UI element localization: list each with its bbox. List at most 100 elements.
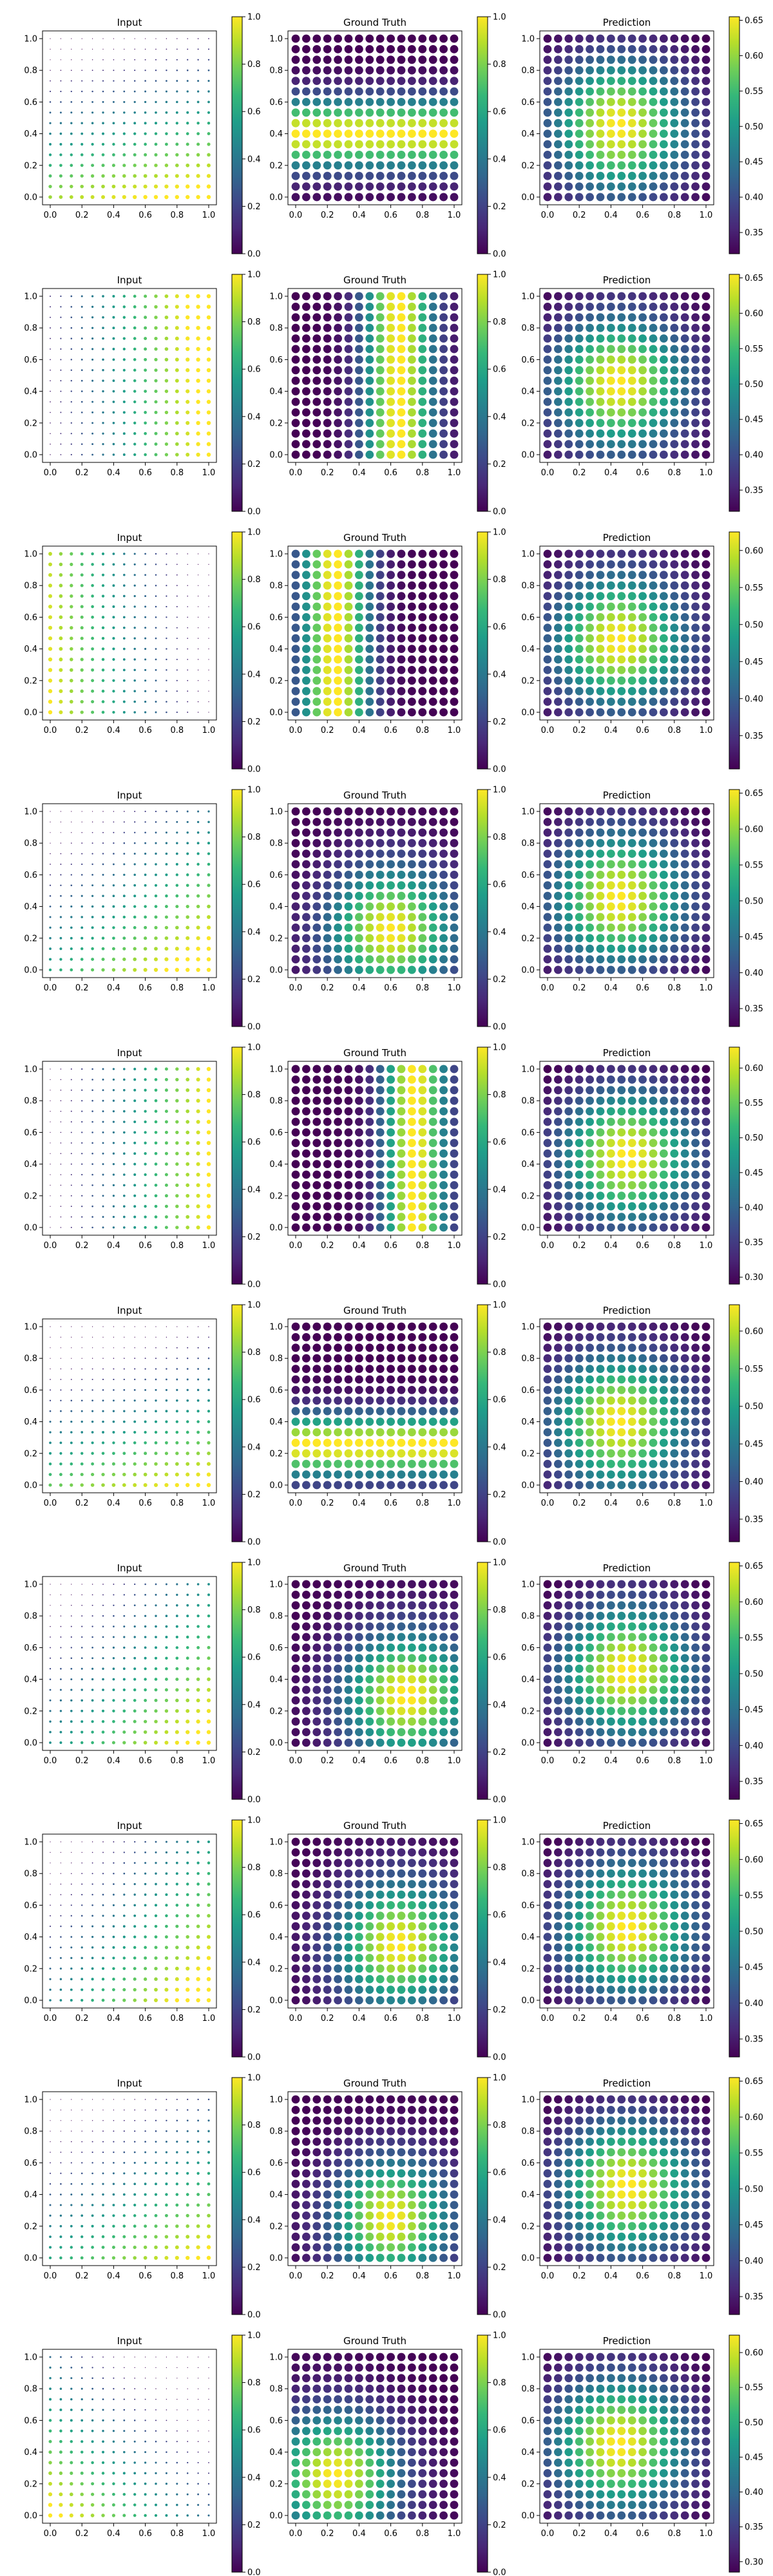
scatter-point	[586, 292, 594, 301]
scatter-point	[649, 193, 658, 202]
scatter-point	[365, 1128, 374, 1137]
scatter-point	[586, 334, 594, 343]
scatter-point	[543, 397, 552, 406]
scatter-point	[543, 450, 552, 459]
scatter-point	[101, 1452, 105, 1455]
scatter-point	[586, 193, 594, 202]
scatter-point	[408, 1170, 416, 1179]
scatter-point	[701, 129, 711, 138]
scatter-point	[701, 645, 711, 653]
scatter-point	[408, 345, 416, 354]
scatter-point	[91, 884, 94, 887]
scatter-point	[638, 355, 647, 364]
scatter-point	[81, 348, 83, 350]
scatter-point	[617, 1128, 626, 1137]
scatter-point	[133, 1399, 136, 1402]
colorbar-tick-label: 1.0	[247, 13, 261, 23]
scatter-point	[428, 376, 437, 385]
scatter-point	[670, 881, 679, 890]
scatter-point	[133, 936, 137, 940]
y-tick-label: 1.0	[269, 1065, 283, 1075]
scatter-point	[71, 842, 72, 844]
scatter-point	[133, 1205, 137, 1208]
scatter-point	[102, 348, 104, 350]
scatter-point	[418, 1117, 427, 1126]
scatter-point	[397, 708, 406, 717]
scatter-point	[575, 592, 584, 600]
scatter-point	[586, 313, 594, 322]
scatter-point	[91, 1163, 93, 1165]
scatter-point	[176, 574, 178, 576]
scatter-point	[186, 431, 190, 436]
scatter-point	[323, 1470, 332, 1479]
scatter-point	[575, 923, 584, 932]
scatter-point	[439, 1075, 448, 1084]
scatter-point	[196, 873, 200, 876]
x-tick-label: 0.8	[415, 726, 429, 735]
scatter-point	[291, 965, 300, 974]
scatter-point	[649, 645, 658, 653]
scatter-point	[691, 1075, 700, 1084]
scatter-point	[408, 687, 416, 696]
scatter-point	[187, 595, 188, 597]
scatter-point	[596, 376, 605, 385]
scatter-point	[186, 326, 190, 330]
scatter-point	[154, 1204, 158, 1208]
scatter-point	[312, 355, 321, 364]
scatter-point	[649, 45, 658, 53]
scatter-point	[680, 161, 689, 170]
x-tick-label: 0.4	[604, 726, 618, 735]
scatter-point	[397, 1075, 406, 1084]
scatter-point	[575, 151, 584, 159]
scatter-point	[450, 440, 459, 448]
scatter-point	[660, 129, 668, 138]
scatter-point	[670, 1075, 679, 1084]
scatter-point	[196, 1462, 200, 1466]
scatter-point	[112, 1399, 115, 1402]
scatter-point	[166, 648, 167, 650]
scatter-point	[408, 313, 416, 322]
scatter-point	[649, 602, 658, 611]
scatter-point	[670, 807, 679, 816]
scatter-point	[450, 1213, 459, 1221]
scatter-point	[80, 594, 84, 598]
scatter-point	[680, 581, 689, 590]
scatter-point	[112, 605, 115, 608]
scatter-point	[627, 571, 636, 580]
scatter-point	[155, 1368, 157, 1370]
scatter-point	[627, 366, 636, 375]
scatter-point	[439, 818, 448, 826]
scatter-point	[122, 1215, 126, 1218]
scatter-point	[145, 38, 146, 39]
scatter-point	[133, 853, 136, 855]
scatter-point	[133, 594, 136, 598]
scatter-point	[408, 355, 416, 364]
scatter-point	[638, 140, 647, 149]
scatter-point	[155, 842, 157, 844]
scatter-point	[112, 327, 115, 330]
scatter-point	[397, 549, 406, 558]
y-tick-label: 0.8	[521, 66, 535, 76]
scatter-point	[60, 70, 62, 71]
scatter-point	[155, 711, 157, 714]
scatter-point	[450, 913, 459, 922]
scatter-point	[670, 1128, 679, 1137]
x-tick-label: 0.6	[384, 211, 397, 220]
scatter-point	[70, 164, 73, 167]
scatter-point	[80, 552, 84, 556]
scatter-point	[586, 1160, 594, 1168]
scatter-point	[312, 818, 321, 826]
scatter-point	[70, 1483, 73, 1487]
scatter-point	[334, 838, 342, 848]
scatter-point	[302, 1322, 310, 1331]
scatter-point	[365, 366, 374, 375]
scatter-point	[575, 108, 584, 117]
scatter-point	[291, 818, 300, 826]
scatter-point	[334, 1417, 342, 1426]
scatter-point	[408, 1354, 416, 1363]
scatter-point	[439, 77, 448, 85]
scatter-point	[638, 55, 647, 64]
scatter-point	[166, 564, 167, 565]
scatter-point	[81, 1195, 83, 1197]
scatter-point	[122, 1131, 126, 1134]
